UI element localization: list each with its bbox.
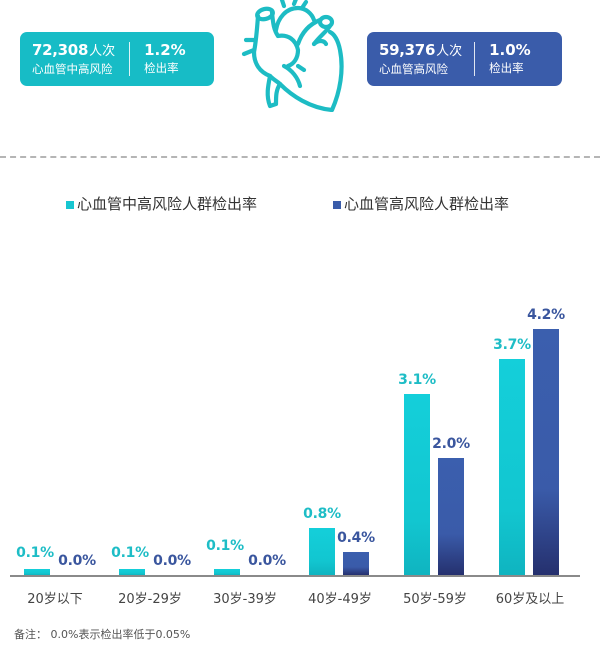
- bar-value-label: 0.1%: [16, 545, 54, 561]
- bar-value-label: 0.8%: [303, 506, 341, 523]
- stat-unit: 人次: [436, 43, 463, 59]
- x-axis-category-label: 20岁以下: [27, 592, 83, 607]
- stat-rate-block: 1.2% 检出率: [130, 42, 186, 76]
- stat-subtitle: 心血管中高风险: [32, 61, 113, 76]
- bar-value-label: 2.0%: [432, 436, 470, 452]
- stat-unit: 人次: [89, 43, 116, 59]
- bar-high-risk: [533, 329, 559, 575]
- bar-high-risk: [343, 551, 369, 575]
- stat-count-block: 59,376 人次 心血管高风险: [367, 40, 463, 77]
- stat-rate-label: 检出率: [144, 61, 179, 75]
- stat-divider: [474, 42, 476, 76]
- bar-medium-high-risk: [309, 528, 335, 575]
- bar-medium-high-risk: [119, 569, 145, 575]
- bar-medium-high-risk: [214, 569, 240, 575]
- bar-value-label: 0.1%: [111, 545, 149, 561]
- stat-divider: [129, 42, 131, 76]
- x-axis-category-label: 60岁及以上: [495, 592, 565, 607]
- legend-swatch-teal: [66, 200, 74, 209]
- stat-rate-block: 1.0% 检出率: [475, 42, 531, 76]
- stat-subtitle: 心血管高风险: [379, 61, 448, 76]
- heart-icon: [241, 0, 344, 112]
- x-axis-line: [10, 575, 580, 577]
- bar-value-label: 3.7%: [493, 336, 531, 353]
- bar-value-label: 0.4%: [337, 529, 375, 546]
- footnote: 备注： 0.0%表示检出率低于0.05%: [14, 628, 191, 641]
- legend-item-high-risk: 心血管高风险人群检出率: [333, 193, 509, 214]
- legend-item-medium-high-risk: 心血管中高风险人群检出率: [66, 193, 257, 214]
- bar-value-label: 3.1%: [398, 371, 436, 388]
- bar-chart: 0.1% 0.0% 20岁以下 0.1% 0.0% 20岁-29岁 0.1% 0.0% 30岁-…: [0, 240, 600, 607]
- bar-high-risk: [438, 458, 464, 575]
- stat-count: 59,376: [379, 40, 436, 59]
- stat-rate: 1.2%: [144, 41, 186, 59]
- bar-value-label: 0.0%: [153, 553, 191, 569]
- chart-legend: 心血管中高风险人群检出率 心血管高风险人群检出率: [0, 193, 600, 217]
- legend-swatch-blue: [333, 200, 341, 209]
- dashed-divider: [0, 156, 600, 158]
- stat-card-high-risk: 59,376 人次 心血管高风险 1.0% 检出率: [367, 32, 562, 86]
- x-axis-category-label: 50岁-59岁: [403, 592, 467, 607]
- bar-value-label: 0.1%: [206, 538, 244, 554]
- stat-count-block: 72,308 人次 心血管中高风险: [20, 40, 116, 77]
- x-axis-category-label: 20岁-29岁: [118, 592, 182, 607]
- bar-medium-high-risk: [24, 569, 50, 575]
- bar-value-label: 0.0%: [248, 553, 286, 569]
- bar-value-label: 0.0%: [58, 553, 96, 569]
- x-axis-category-label: 30岁-39岁: [213, 592, 277, 607]
- legend-label: 心血管高风险人群检出率: [344, 195, 510, 213]
- x-axis-category-label: 40岁-49岁: [308, 592, 372, 607]
- stat-rate: 1.0%: [489, 41, 531, 59]
- bar-medium-high-risk: [499, 358, 525, 575]
- stat-count: 72,308: [32, 40, 89, 59]
- legend-label: 心血管中高风险人群检出率: [77, 195, 258, 213]
- bar-medium-high-risk: [404, 393, 430, 575]
- stat-card-medium-high-risk: 72,308 人次 心血管中高风险 1.2% 检出率: [20, 32, 214, 86]
- stat-rate-label: 检出率: [489, 61, 524, 75]
- bar-value-label: 4.2%: [527, 307, 565, 324]
